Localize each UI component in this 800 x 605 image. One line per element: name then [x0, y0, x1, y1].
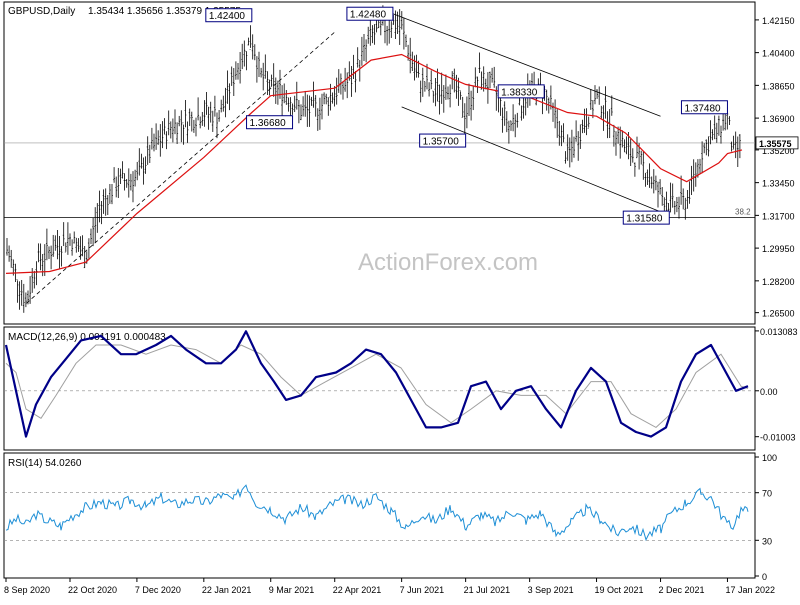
- level-annotation-box: [246, 115, 294, 130]
- last-price-box: [755, 136, 799, 150]
- date-tick-label: 8 Sep 2020: [4, 585, 50, 595]
- macd-layer: [4, 330, 755, 438]
- date-tick-label: 22 Jan 2021: [202, 585, 252, 595]
- rsi-tick-label: 30: [762, 536, 772, 546]
- rsi-panel: [3, 452, 756, 579]
- date-tick-label: 21 Jul 2021: [464, 585, 511, 595]
- date-tick-label: 7 Dec 2020: [135, 585, 181, 595]
- price-tick-label: 1.26500: [762, 309, 795, 319]
- level-annotation-box: [622, 210, 670, 225]
- trend-line: [26, 31, 335, 304]
- price-tick-label: 1.31700: [762, 211, 795, 221]
- price-tick-label: 1.35200: [762, 146, 795, 156]
- level-annotation-label: 1.38330: [501, 87, 538, 98]
- level-annotation-box: [680, 100, 728, 115]
- price-tick-label: 1.29950: [762, 244, 795, 254]
- level-annotation-label: 1.42400: [209, 11, 246, 22]
- level-annotation-box: [205, 8, 253, 23]
- last-price-label: 1.35575: [759, 139, 792, 149]
- date-tick-label: 22 Apr 2021: [333, 585, 382, 595]
- price-tick-label: 1.42150: [762, 16, 795, 26]
- price-tick-label: 1.28200: [762, 277, 795, 287]
- date-tick-label: 3 Sep 2021: [528, 585, 574, 595]
- price-panel: [3, 1, 756, 325]
- rsi-line: [5, 484, 749, 542]
- level-annotation-box: [419, 133, 467, 148]
- level-annotation-box: [497, 84, 545, 99]
- trend-line: [401, 106, 670, 216]
- macd-signal-line: [5, 344, 749, 429]
- price-tick-label: 1.33450: [762, 179, 795, 189]
- price-panel-title: GBPUSD,Daily: [8, 6, 75, 17]
- level-annotation-label: 1.37480: [684, 103, 721, 114]
- macd-tick-label: 0.00: [760, 387, 778, 397]
- rsi-tick-label: 70: [762, 489, 772, 499]
- level-annotation-label: 1.36680: [250, 118, 287, 129]
- level-annotation-box: [346, 6, 394, 21]
- macd-tick-label: -0.01003: [760, 433, 796, 443]
- price-bars: [6, 5, 741, 313]
- axis-layer: 1.42150 1.40400 1.38650 1.36900 1.35200 1.334…: [4, 16, 799, 595]
- price-tick-label: 1.38650: [762, 81, 795, 91]
- date-tick-label: 7 Jun 2021: [400, 585, 445, 595]
- date-tick-label: 19 Oct 2021: [595, 585, 644, 595]
- level-annotation-label: 1.35700: [423, 137, 460, 148]
- price-tick-label: 1.40400: [762, 49, 795, 59]
- rsi-tick-label: 100: [762, 453, 777, 463]
- date-tick-label: 2 Dec 2021: [659, 585, 705, 595]
- fib-level-label: 38.2: [735, 208, 751, 217]
- price-tick-label: 1.36900: [762, 114, 795, 124]
- price-layer: 38.2 1.42400 1.42480 1.36680 1.35700 1.38330 1…: [4, 5, 755, 313]
- rsi-layer: [4, 484, 755, 542]
- rsi-panel-title: RSI(14) 54.0260: [8, 458, 82, 469]
- rsi-tick-label: 0: [762, 572, 767, 582]
- macd-tick-label: 0.013083: [760, 327, 798, 337]
- watermark: ActionForex.com: [358, 249, 538, 276]
- macd-panel-title: MACD(12,26,9) 0.001191 0.000483: [8, 332, 166, 343]
- level-annotation-label: 1.31580: [626, 214, 663, 225]
- date-tick-label: 9 Mar 2021: [269, 585, 315, 595]
- moving-average-line: [5, 53, 743, 274]
- level-annotation-label: 1.42480: [350, 10, 387, 21]
- trend-line: [392, 13, 661, 117]
- date-tick-label: 22 Oct 2020: [68, 585, 117, 595]
- date-tick-label: 17 Jan 2022: [725, 585, 775, 595]
- price-ohlc-readout: 1.35434 1.35656 1.35379 1.35575: [88, 6, 241, 17]
- macd-line: [4, 330, 749, 438]
